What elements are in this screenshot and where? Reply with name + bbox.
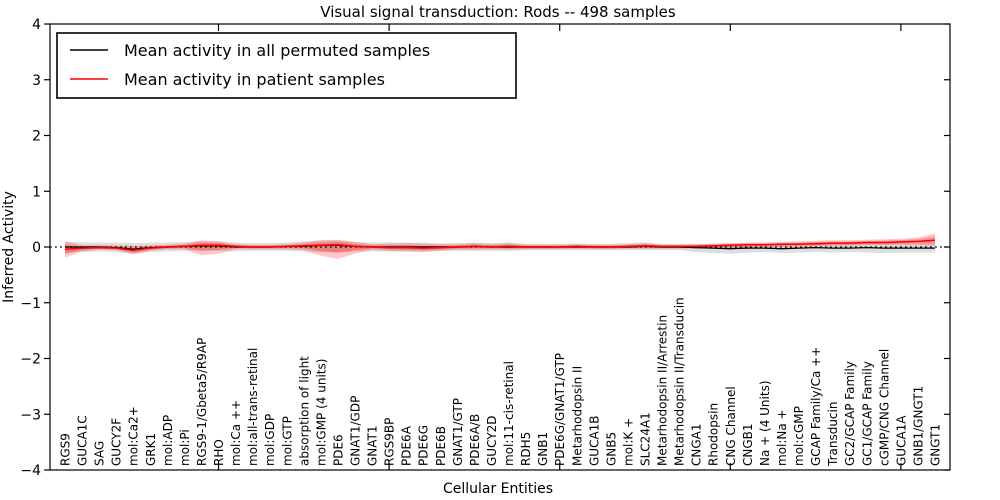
y-tick-label: −2 — [20, 352, 41, 368]
x-tick-label: cGMP/CNG Channel — [877, 349, 891, 466]
x-tick-label: GRK1 — [144, 433, 158, 466]
x-tick-label: RHO — [212, 439, 226, 466]
x-tick-label: PDE6B — [434, 426, 448, 466]
x-tick-label: GNAT1/GDP — [349, 396, 363, 466]
x-tick-label: mol:GDP — [263, 414, 277, 466]
x-tick-label: GNB5 — [604, 432, 618, 466]
x-tick-label: GNAT1/GTP — [451, 398, 465, 466]
y-tick-label: 1 — [32, 184, 41, 200]
x-tick-label: PDE6A — [400, 425, 414, 466]
y-tick-label: −1 — [20, 296, 41, 312]
x-tick-label: Rhodopsin — [707, 403, 721, 466]
x-tick-label: Metarhodopsin II/Arrestin — [656, 315, 670, 466]
x-tick-label: mol:Na + — [775, 409, 789, 466]
legend-label-permuted: Mean activity in all permuted samples — [124, 41, 430, 60]
x-tick-label: PDE6G — [417, 425, 431, 466]
legend-label-patient: Mean activity in patient samples — [124, 70, 385, 89]
x-tick-label: absorption of light — [297, 356, 311, 466]
x-tick-label: RGS9 — [59, 433, 73, 466]
x-tick-label: GUCA1B — [587, 415, 601, 466]
x-tick-label: CNGB1 — [741, 423, 755, 466]
x-tick-label: mol:K + — [621, 418, 635, 466]
x-tick-label: GNAT1 — [366, 425, 380, 466]
x-tick-label: GC2/GCAP Family — [843, 361, 857, 466]
x-tick-label: GCAP Family/Ca ++ — [809, 347, 823, 466]
y-axis-title: Inferred Activity — [1, 191, 17, 303]
plot-area: 4 3 2 1 0 −1 −2 −3 −4 RGS9 GUCA1C SAG GUCY2F mol:Ca2+… — [20, 17, 951, 479]
legend-box — [56, 32, 517, 99]
x-tick-label: SAG — [93, 441, 107, 466]
x-tick-label: Na + (4 Units) — [758, 380, 772, 466]
y-tick-label: 3 — [32, 73, 41, 89]
legend-item-patient: Mean activity in patient samples — [70, 70, 385, 89]
y-tick-label: 2 — [32, 129, 41, 145]
x-tick-label: PDE6A/B — [468, 414, 482, 466]
x-tick-label: RDH5 — [519, 432, 533, 466]
patient-band-inner — [65, 236, 935, 254]
x-tick-label: PDE6G/GNAT1/GTP — [553, 353, 567, 466]
x-tick-label: mol:GMP (4 units) — [314, 359, 328, 466]
x-tick-label: SLC24A1 — [639, 412, 653, 466]
x-tick-label: GUCY2F — [110, 418, 124, 466]
legend: Mean activity in all permuted samples Me… — [56, 32, 517, 99]
x-tick-label: mol:all-trans-retinal — [246, 348, 260, 466]
x-axis-title: Cellular Entities — [443, 481, 553, 497]
y-tick-label: −3 — [20, 407, 41, 423]
y-tick-label: 0 — [32, 240, 41, 256]
x-tick-label: mol:ADP — [161, 415, 175, 466]
x-tick-label: RGS9-1/Gbeta5/R9AP — [195, 338, 209, 466]
x-tick-label: GUCA1A — [894, 415, 908, 466]
x-tick-label: CNG Channel — [724, 386, 738, 466]
x-tick-label: mol:Ca ++ — [229, 400, 243, 466]
x-tick-label: CNGA1 — [690, 424, 704, 467]
x-tick-label: mol:GTP — [280, 416, 294, 466]
x-tick-label: mol:11-cis-retinal — [502, 361, 516, 466]
x-tick-label: GUCY2D — [485, 416, 499, 466]
x-tick-label: RGS9BP — [383, 418, 397, 466]
x-tick-label: GNB1/GNGT1 — [911, 386, 925, 466]
legend-item-permuted: Mean activity in all permuted samples — [70, 41, 430, 60]
x-tick-label: mol:Pi — [178, 429, 192, 466]
x-tick-label: Metarhodopsin II — [570, 366, 584, 466]
x-tick-label: GUCA1C — [76, 415, 90, 466]
x-tick-label: Transducin — [826, 402, 840, 467]
x-tick-label: GC1/GCAP Family — [860, 361, 874, 466]
patient-mean-line — [64, 239, 936, 252]
y-tick-label: 4 — [32, 17, 41, 33]
x-tick-label: PDE6 — [331, 434, 345, 466]
x-tick-label: GNGT1 — [929, 424, 943, 466]
x-tick-label: mol:cGMP — [792, 406, 806, 466]
x-tick-label: mol:Ca2+ — [127, 406, 141, 466]
x-tick-label: Metarhodopsin II/Transducin — [673, 297, 687, 466]
chart-title: Visual signal transduction: Rods -- 498 … — [320, 3, 676, 21]
x-tick-label: GNB1 — [536, 432, 550, 466]
y-tick-label: −4 — [20, 463, 41, 479]
